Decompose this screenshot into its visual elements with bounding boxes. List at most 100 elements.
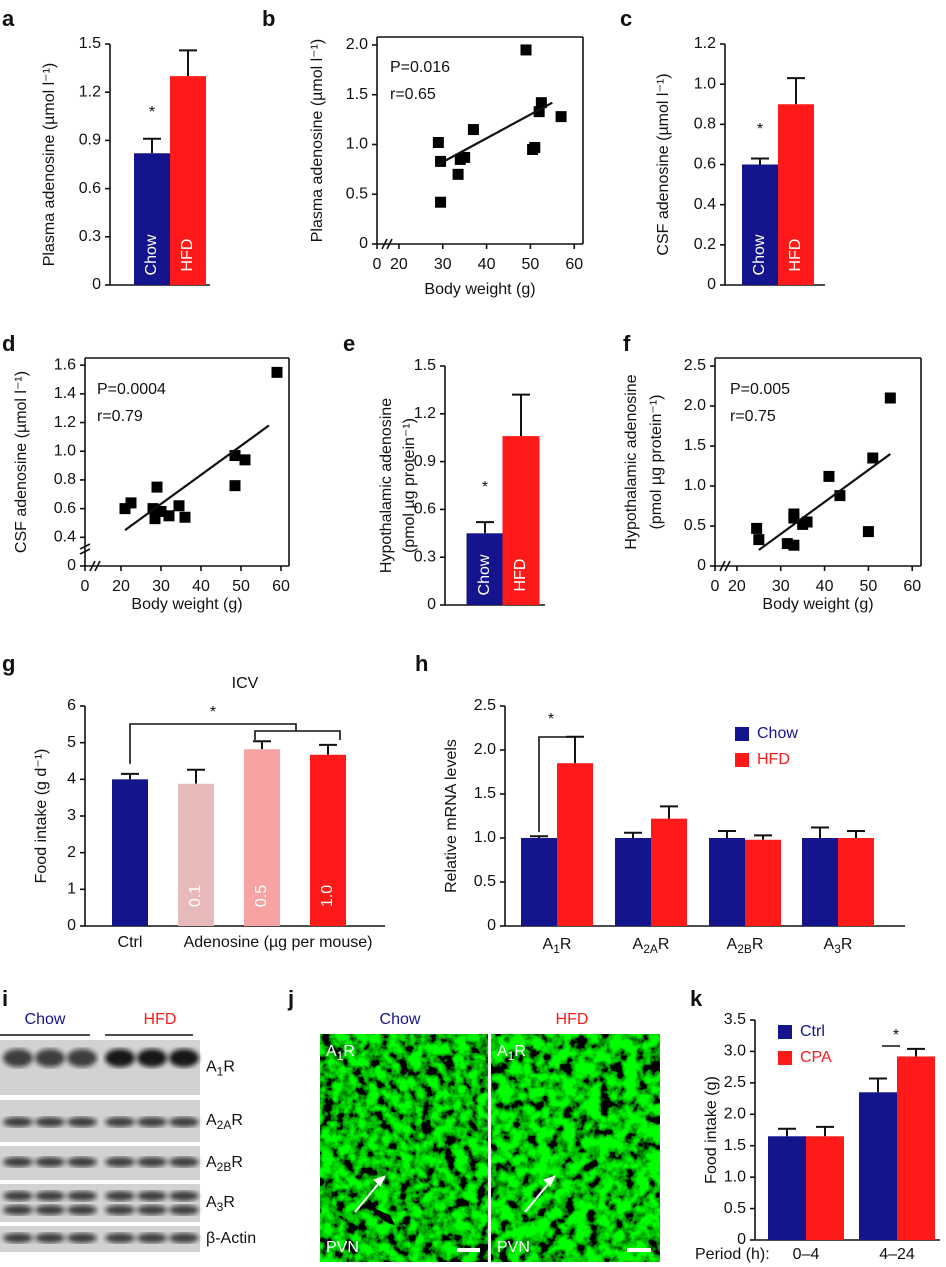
blot-band [67, 1049, 97, 1067]
blot-band [169, 1191, 199, 1201]
bar [859, 1092, 897, 1240]
text-part: 2B [737, 942, 752, 956]
point [834, 490, 846, 502]
blot-band [137, 1233, 167, 1243]
y-tick-label: 0 [487, 917, 496, 934]
x-tick-label: 20 [390, 256, 408, 273]
arrow-head [373, 1175, 386, 1187]
x-axis-label: Body weight (g) [762, 596, 873, 613]
x-tick-label: A3R [824, 936, 853, 956]
significance-bracket [129, 723, 341, 764]
bar [244, 749, 280, 926]
y-tick-label: 4 [67, 771, 76, 788]
y-tick-label: 0.5 [684, 517, 706, 534]
x-tick-label: 40 [816, 578, 834, 595]
y-tick-label: 0.4 [54, 529, 76, 546]
bar [557, 763, 593, 926]
blot-band [105, 1233, 135, 1243]
text-part: 2A [643, 942, 658, 956]
y-tick-label: 0.9 [79, 132, 101, 149]
x-tick-label: 4–24 [879, 1246, 915, 1263]
x-tick-label: 20 [112, 578, 130, 595]
point [788, 512, 800, 524]
text-part: R [231, 1112, 243, 1129]
y-axis-label: (pmol µg protein⁻¹) [648, 394, 665, 529]
point [467, 124, 479, 136]
bar [742, 164, 778, 285]
blot-band [3, 1205, 33, 1215]
text-part: R [231, 1154, 243, 1171]
point [801, 516, 813, 528]
text-part: R [560, 936, 572, 953]
blot-band [3, 1117, 33, 1127]
y-axis-label: CSF adenosine (µmol l⁻¹) [655, 73, 672, 255]
blot-band [137, 1157, 167, 1167]
y-tick-label: 1.0 [346, 136, 368, 153]
text-part: A [543, 936, 554, 953]
x-tick-label: 60 [272, 578, 290, 595]
y-axis-label: Relative mRNA levels [443, 739, 460, 893]
y-axis-label: Plasma adenosine (µmol l⁻¹) [309, 39, 326, 243]
blot-band [137, 1191, 167, 1201]
annotation: r=0.75 [730, 408, 776, 425]
point [781, 538, 793, 550]
point [149, 513, 161, 525]
marker-label: A1R [326, 1043, 355, 1063]
y-tick-label: 0.6 [79, 180, 101, 197]
bar-label: 0.1 [187, 885, 204, 907]
blot-band [137, 1117, 167, 1127]
fit-line [437, 101, 553, 166]
y-tick-label: 0.5 [474, 873, 496, 890]
y-tick-label: 1.0 [474, 829, 496, 846]
y-tick-label: 0 [737, 1231, 746, 1248]
y-tick-label: 1.2 [414, 405, 436, 422]
blot-band [3, 1191, 33, 1201]
legend-label: CPA [800, 1049, 832, 1066]
panel-letter: c [620, 6, 632, 31]
blot-band [137, 1205, 167, 1215]
point [125, 497, 137, 509]
y-tick-label: 1.0 [694, 75, 716, 92]
bar-label: HFD [512, 559, 529, 592]
panel-letter: i [2, 986, 8, 1011]
blot-band [137, 1049, 167, 1067]
y-tick-label: 0 [92, 276, 101, 293]
point [271, 366, 283, 378]
x-tick-label: 40 [192, 578, 210, 595]
group-label: Chow [380, 1011, 421, 1028]
y-tick-label: 0 [67, 917, 76, 934]
legend-label: HFD [757, 751, 790, 768]
x-tick-label: 50 [232, 578, 250, 595]
y-tick-label: 0.6 [414, 501, 436, 518]
bar [768, 1136, 806, 1240]
y-tick-label: 3 [67, 807, 76, 824]
y-tick-label: 1.2 [79, 83, 101, 100]
micrograph [491, 1034, 660, 1262]
point [239, 454, 251, 466]
bar [778, 104, 814, 285]
blot-band [3, 1049, 33, 1067]
text-part: R [223, 1059, 235, 1076]
bar-label: Chow [751, 234, 768, 275]
x-tick-label: 0 [711, 578, 720, 595]
text-part: A [206, 1154, 217, 1171]
y-tick-label: 1.0 [724, 1168, 746, 1185]
legend-swatch [778, 1025, 792, 1039]
bar [802, 838, 838, 926]
text-part: A [824, 936, 835, 953]
blot-band [35, 1191, 65, 1201]
text-part: A [326, 1043, 337, 1060]
arrow-head [543, 1175, 556, 1187]
group-label: HFD [144, 1011, 177, 1028]
y-tick-label: 0.2 [694, 236, 716, 253]
blot-band [67, 1205, 97, 1215]
point [459, 151, 471, 163]
point [884, 392, 896, 404]
y-tick-label: 1.5 [346, 86, 368, 103]
bar-label: 0.5 [253, 885, 270, 907]
significance: * [210, 704, 216, 721]
point [163, 510, 175, 522]
y-tick-label: 2.0 [346, 36, 368, 53]
x-tick-label: 30 [152, 578, 170, 595]
text-part: A [206, 1112, 217, 1129]
